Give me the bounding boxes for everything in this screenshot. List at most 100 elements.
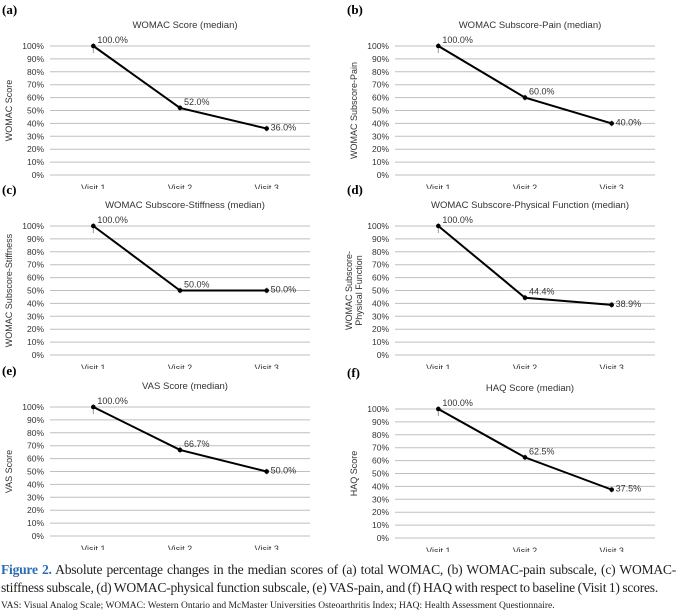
data-label: 62.5% [529,446,555,456]
y-tick-label: 50% [372,286,389,296]
y-tick-label: 10% [372,520,389,530]
y-tick-label: 20% [372,507,389,517]
data-label: 44.4% [529,287,555,297]
panel-label: (f) [347,365,360,380]
data-label: 50.0% [184,280,210,290]
y-tick-label: 100% [367,221,389,231]
y-tick-label: 90% [372,54,389,64]
y-tick-label: 80% [372,430,389,440]
y-tick-label: 10% [372,157,389,167]
y-tick-label: 60% [372,93,389,103]
chart-d: WOMAC Subscore-Physical Function (median… [345,200,655,369]
chart-e: VAS Score (median) 0% 10% 20% 30% 40% 50% 60% 70… [4,381,310,550]
y-tick-label: 30% [27,492,44,502]
data-label: 50.0% [271,466,297,476]
data-point [177,447,183,453]
data-point [522,295,528,301]
y-tick-label: 0% [32,170,45,180]
y-tick-label: 60% [27,93,44,103]
x-tick-label: Visit 1 [81,544,105,550]
chart-panel-d: (d) WOMAC Subscore-Physical Function (med… [345,182,675,369]
y-axis-label: WOMAC Subscore-Pain [349,62,359,159]
y-tick-label: 0% [32,350,45,360]
x-tick-label: Visit 2 [168,363,192,369]
series-line [437,225,612,306]
y-tick-label: 90% [27,415,44,425]
x-tick-label: Visit 3 [599,183,623,189]
y-tick-label: 20% [27,144,44,154]
y-tick-label: 10% [372,337,389,347]
figure-label: Figure 2. [1,562,52,577]
data-point [91,223,96,229]
y-tick-label: 90% [372,234,389,244]
y-tick-label: 40% [27,118,44,128]
y-tick-label: 100% [367,404,389,414]
chart-title: WOMAC Subscore-Stiffness (median) [105,200,265,211]
y-tick-label: 0% [377,170,390,180]
series-line [92,45,267,130]
data-label: 100.0% [442,215,473,225]
panel-label: (e) [2,363,17,378]
data-label: 40.0% [616,117,642,127]
y-tick-label: 60% [27,273,44,283]
series-line [92,225,267,292]
y-tick-label: 80% [27,428,44,438]
data-label: 100.0% [97,396,128,406]
y-tick-label: 50% [27,467,44,477]
data-point [522,455,528,460]
y-tick-label: 70% [372,443,389,453]
y-tick-label: 30% [372,131,389,141]
data-point [609,121,614,126]
y-tick-label: 30% [27,131,44,141]
y-tick-label: 0% [377,533,390,543]
data-label: 52.0% [184,97,210,107]
y-tick-label: 70% [372,80,389,90]
data-point [264,288,269,293]
data-label: 36.0% [271,123,297,133]
chart-panel-f: (f) HAQ Score (median) 0% 10% 20% 30% 40% 50% 60… [345,365,675,552]
y-tick-label: 100% [22,41,44,51]
y-tick-label: 70% [27,80,44,90]
y-tick-label: 90% [372,417,389,427]
data-point [264,126,269,131]
x-tick-label: Visit 3 [254,183,278,189]
data-point [522,95,528,100]
y-tick-label: 50% [27,286,44,296]
y-tick-label: 80% [27,67,44,77]
y-tick-label: 80% [372,247,389,257]
y-tick-label: 20% [27,505,44,515]
x-tick-label: Visit 2 [513,363,537,369]
data-point [609,487,614,492]
x-tick-label: Visit 1 [426,546,450,552]
y-tick-label: 90% [27,54,44,64]
x-tick-label: Visit 1 [81,183,105,189]
panel-label: (c) [2,182,17,197]
y-axis-label: WOMAC Subscore-Stiffness [4,233,14,347]
series-line [92,406,267,473]
y-axis-label: HAQ Score [349,451,359,497]
y-tick-label: 40% [372,118,389,128]
data-point [177,105,183,111]
y-tick-label: 0% [32,531,45,541]
x-tick-label: Visit 1 [81,363,105,369]
y-axis-label: WOMAC Score [4,80,14,142]
chart-title: WOMAC Subscore-Pain (median) [459,20,602,31]
y-tick-label: 30% [372,494,389,504]
y-tick-label: 60% [372,456,389,466]
y-tick-label: 80% [372,67,389,77]
data-point [91,404,96,410]
panel-label: (d) [347,182,363,197]
y-tick-label: 10% [27,337,44,347]
data-point [609,302,614,308]
y-tick-label: 40% [27,479,44,489]
y-tick-label: 70% [27,260,44,270]
y-tick-label: 50% [27,106,44,116]
chart-panel-b: (b) WOMAC Subscore-Pain (median) 0% 10% 20% 3… [345,2,675,189]
chart-title: HAQ Score (median) [486,383,574,394]
x-tick-label: Visit 2 [168,183,192,189]
data-label: 100.0% [442,398,473,408]
data-point [264,469,269,474]
data-label: 100.0% [442,35,473,45]
y-tick-label: 10% [27,518,44,528]
x-tick-label: Visit 3 [254,363,278,369]
